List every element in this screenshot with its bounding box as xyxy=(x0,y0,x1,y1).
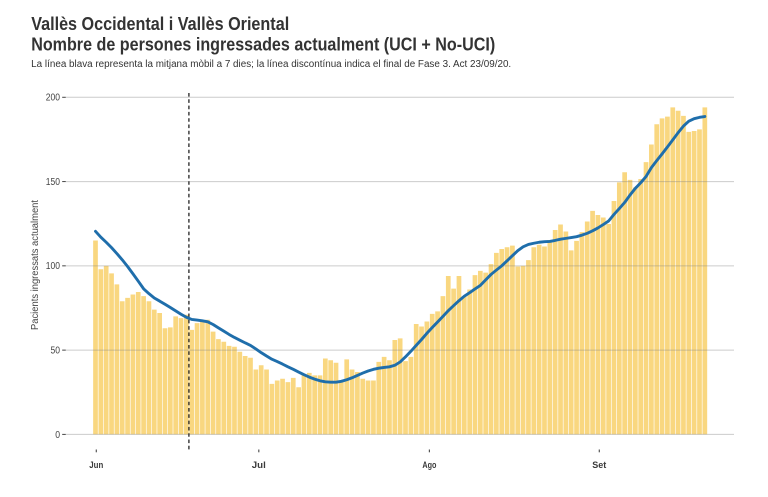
svg-text:0: 0 xyxy=(55,430,60,441)
svg-text:La línea blava representa la m: La línea blava representa la mitjana mòb… xyxy=(31,59,511,70)
svg-text:50: 50 xyxy=(51,346,61,357)
svg-text:Jun: Jun xyxy=(89,460,103,470)
svg-text:Jul: Jul xyxy=(252,460,266,470)
svg-text:Ago: Ago xyxy=(422,460,436,470)
svg-text:Vallès Occidental i Vallès Ori: Vallès Occidental i Vallès Oriental xyxy=(31,14,289,34)
svg-text:200: 200 xyxy=(46,93,61,104)
svg-text:Set: Set xyxy=(592,460,606,470)
svg-text:150: 150 xyxy=(46,177,61,188)
svg-text:100: 100 xyxy=(46,261,61,272)
svg-text:Pacients ingressats actualment: Pacients ingressats actualment xyxy=(30,200,41,330)
svg-text:Nombre de persones ingressades: Nombre de persones ingressades actualmen… xyxy=(31,35,495,55)
